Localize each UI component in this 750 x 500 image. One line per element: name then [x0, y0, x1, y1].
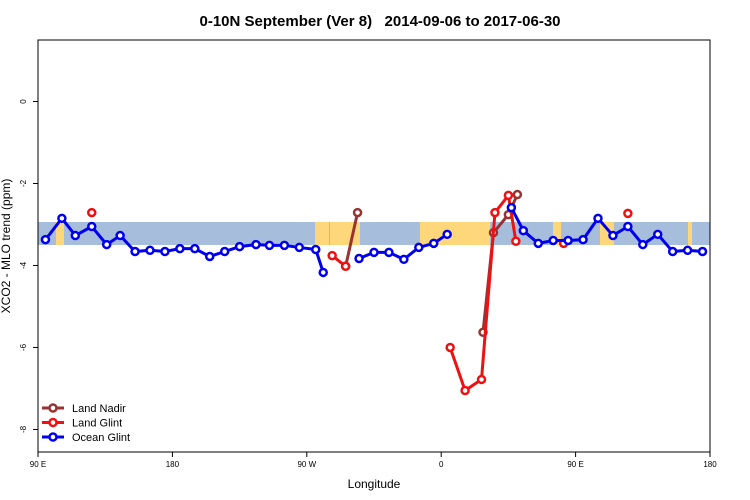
data-point [190, 243, 200, 254]
map-land [688, 222, 692, 245]
y-tick-label: 0 [19, 99, 28, 104]
legend-label: Ocean Glint [72, 432, 130, 444]
y-tick-label: -6 [19, 343, 28, 351]
x-tick-label: 180 [703, 460, 717, 469]
data-point [340, 261, 351, 272]
data-point [476, 374, 487, 385]
data-point [175, 243, 185, 254]
data-point [115, 230, 125, 241]
data-point [40, 234, 51, 245]
series-line [448, 191, 518, 393]
data-point [101, 239, 112, 250]
data-point [697, 246, 708, 257]
data-point [533, 238, 544, 249]
data-point [623, 208, 633, 219]
data-point [311, 244, 321, 255]
data-point [294, 242, 305, 253]
data-point [318, 267, 328, 278]
x-tick-label: 0 [439, 460, 444, 469]
data-point [70, 230, 81, 241]
data-point [503, 190, 514, 201]
data-point [518, 225, 529, 236]
data-point [57, 213, 67, 224]
x-tick-label: 90 W [297, 460, 316, 469]
data-point [428, 238, 439, 249]
series-line [344, 212, 360, 267]
data-point [667, 246, 678, 257]
plot-frame [37, 39, 711, 453]
data-point [130, 246, 140, 257]
data-point [511, 236, 521, 247]
data-point [490, 207, 500, 218]
x-axis-label: Longitude [348, 477, 401, 491]
x-tick-label: 180 [166, 460, 180, 469]
data-point [87, 221, 97, 232]
y-axis-label: XCO2 - MLO trend (ppm) [0, 179, 13, 314]
data-point [160, 246, 170, 257]
data-point [512, 189, 523, 200]
data-point [563, 235, 573, 246]
data-point [638, 239, 648, 250]
data-point [593, 213, 603, 224]
data-point [219, 246, 230, 257]
legend-label: Land Nadir [72, 403, 126, 415]
map-land [56, 222, 64, 245]
data-point [623, 221, 633, 232]
data-point [399, 254, 409, 265]
data-point [682, 245, 693, 256]
y-tick-label: -8 [19, 425, 28, 433]
data-point [279, 240, 290, 251]
data-point [445, 342, 455, 353]
data-point [87, 207, 97, 218]
data-point [506, 202, 517, 213]
chart-title: 0-10N September (Ver 8) 2014-09-06 to 20… [199, 13, 560, 30]
data-point [578, 234, 588, 245]
data-point [251, 239, 261, 250]
data-point [442, 229, 452, 240]
data-point [354, 253, 364, 264]
data-point [414, 242, 424, 253]
data-point [460, 385, 470, 396]
legend-label: Land Glint [72, 418, 122, 430]
data-point [384, 247, 394, 258]
data-point [145, 245, 155, 256]
data-point [327, 250, 337, 261]
map-land [315, 222, 329, 245]
map-land [553, 222, 561, 245]
data-point [204, 251, 215, 262]
data-point [352, 207, 363, 218]
map-ocean [38, 222, 710, 245]
data-point [264, 240, 275, 251]
data-point [652, 229, 663, 240]
x-tick-label: 90 E [567, 460, 583, 469]
data-point [369, 247, 379, 258]
x-tick-label: 90 E [30, 460, 46, 469]
y-tick-label: -4 [19, 261, 28, 269]
legend-swatch-point [48, 403, 58, 413]
data-point [548, 235, 558, 246]
legend-swatch-point [48, 432, 58, 442]
y-tick-label: -2 [19, 179, 28, 187]
legend-swatch-point [48, 417, 58, 428]
data-point [234, 241, 245, 252]
legend: Land Nadir Land Glint Ocean Glint [42, 403, 130, 444]
data-point [608, 230, 618, 241]
